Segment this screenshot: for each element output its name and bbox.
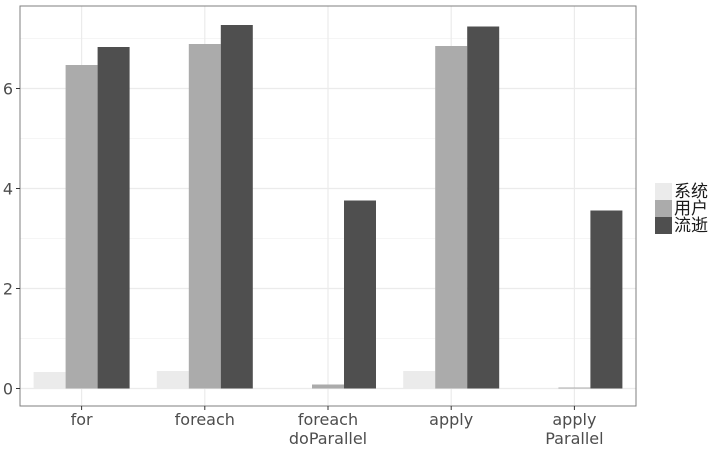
legend-key-2 (655, 200, 672, 217)
x-tick-label: for (71, 410, 93, 429)
bar-1-series-2 (65, 65, 98, 389)
x-tick-label: apply (552, 410, 596, 429)
y-axis: 0 2 4 6 (3, 80, 20, 399)
bar-1-series-1 (33, 372, 66, 389)
y-tick-label: 4 (3, 180, 13, 199)
y-tick-label: 0 (3, 380, 13, 399)
y-tick-label: 2 (3, 280, 13, 299)
legend-key-3 (655, 217, 672, 234)
y-tick-label: 6 (3, 80, 13, 99)
bar-2-series-2 (188, 44, 221, 389)
x-tick-label: apply (429, 410, 473, 429)
x-tick-label: doParallel (289, 429, 367, 448)
legend-label-3: 流逝 (674, 216, 708, 236)
x-tick-label: foreach (175, 410, 235, 429)
bar-4-series-1 (403, 371, 436, 389)
bars (33, 25, 623, 389)
legend-label-2: 用户 (674, 199, 708, 219)
bar-2-series-1 (156, 371, 189, 389)
bar-3-series-3 (344, 200, 376, 389)
bar-4-series-3 (467, 26, 500, 389)
bar-1-series-3 (97, 47, 130, 389)
bar-3-series-2 (312, 384, 344, 389)
bar-2-series-3 (220, 25, 253, 389)
x-tick-label: Parallel (545, 429, 603, 448)
bar-5-series-2 (558, 387, 591, 389)
legend-key-1 (655, 183, 672, 200)
bar-5-series-3 (590, 210, 623, 389)
legend-label-1: 系统 (674, 182, 708, 202)
bar-4-series-2 (435, 46, 468, 389)
x-tick-label: foreach (298, 410, 358, 429)
